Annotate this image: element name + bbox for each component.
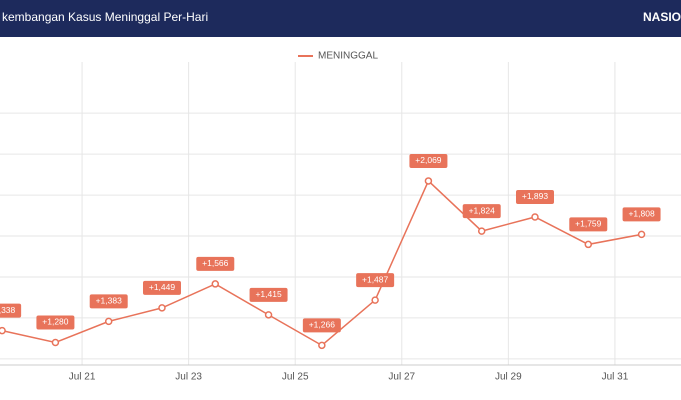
- x-tick-label: Jul 31: [602, 372, 629, 383]
- value-label-text: +1,808: [628, 209, 655, 219]
- value-label-text: +1,566: [202, 258, 229, 268]
- data-point: [531, 213, 539, 221]
- x-tick-label: Jul 27: [388, 372, 415, 383]
- value-label-box: [622, 207, 661, 222]
- value-label-box: [409, 153, 448, 168]
- value-label-box: [356, 273, 395, 288]
- value-label-text: +1,280: [42, 317, 69, 327]
- value-label: +1,415: [249, 287, 288, 302]
- x-tick-label: Jul 29: [495, 372, 522, 383]
- data-point: [371, 296, 379, 304]
- data-point: [51, 338, 60, 347]
- value-label: +1,808: [622, 207, 661, 222]
- data-point: [424, 177, 433, 185]
- value-label-text: +1,383: [96, 296, 123, 306]
- value-label-box: [569, 217, 608, 232]
- value-label-text: +1,449: [149, 282, 176, 292]
- value-label-text: +1,338: [0, 305, 16, 315]
- value-label: +1,383: [89, 294, 128, 309]
- value-label: +1,893: [515, 189, 554, 204]
- value-label: +1,280: [36, 315, 75, 330]
- value-label-text: +1,266: [309, 320, 336, 330]
- value-label: +1,759: [569, 217, 608, 232]
- value-label-box: [89, 294, 128, 309]
- value-label: +1,449: [142, 280, 181, 295]
- value-label-box: [196, 256, 235, 271]
- legend-item: MENINGGAL: [298, 51, 378, 62]
- value-label: +1,338: [0, 303, 22, 318]
- value-label-box: [462, 204, 501, 219]
- x-tick-label: Jul 21: [69, 372, 96, 383]
- data-point: [0, 326, 6, 335]
- value-label-box: [36, 315, 75, 330]
- value-label-box: [302, 318, 341, 333]
- value-label-text: +1,893: [522, 191, 549, 201]
- value-label: +2,069: [409, 153, 448, 168]
- value-label-text: +2,069: [415, 155, 442, 165]
- value-label-text: +1,759: [575, 219, 602, 229]
- data-point: [584, 240, 593, 249]
- value-label-box: [515, 189, 554, 204]
- value-label-box: [142, 280, 181, 295]
- x-tick-label: Jul 25: [282, 372, 309, 383]
- value-label: +1,566: [196, 256, 235, 271]
- value-label: +1,824: [462, 204, 501, 219]
- data-point: [264, 311, 273, 319]
- header-bar: [0, 0, 681, 37]
- x-tick-label: Jul 23: [175, 372, 202, 383]
- value-label: +1,266: [302, 318, 341, 333]
- value-label-text: +1,415: [255, 289, 282, 299]
- header-brand: NASIO: [643, 10, 681, 24]
- data-point: [158, 304, 166, 312]
- legend-label: MENINGGAL: [318, 51, 378, 62]
- data-point: [104, 317, 113, 326]
- data-point: [637, 230, 646, 239]
- value-label: +1,487: [356, 273, 395, 288]
- header-title: kembangan Kasus Meninggal Per-Hari: [2, 10, 208, 24]
- data-point: [318, 341, 326, 350]
- value-label-text: +1,487: [362, 274, 389, 284]
- value-label-box: [249, 287, 288, 302]
- value-label-box: [0, 303, 22, 318]
- value-label-text: +1,824: [469, 205, 496, 215]
- data-point: [211, 280, 220, 288]
- data-point: [477, 227, 486, 235]
